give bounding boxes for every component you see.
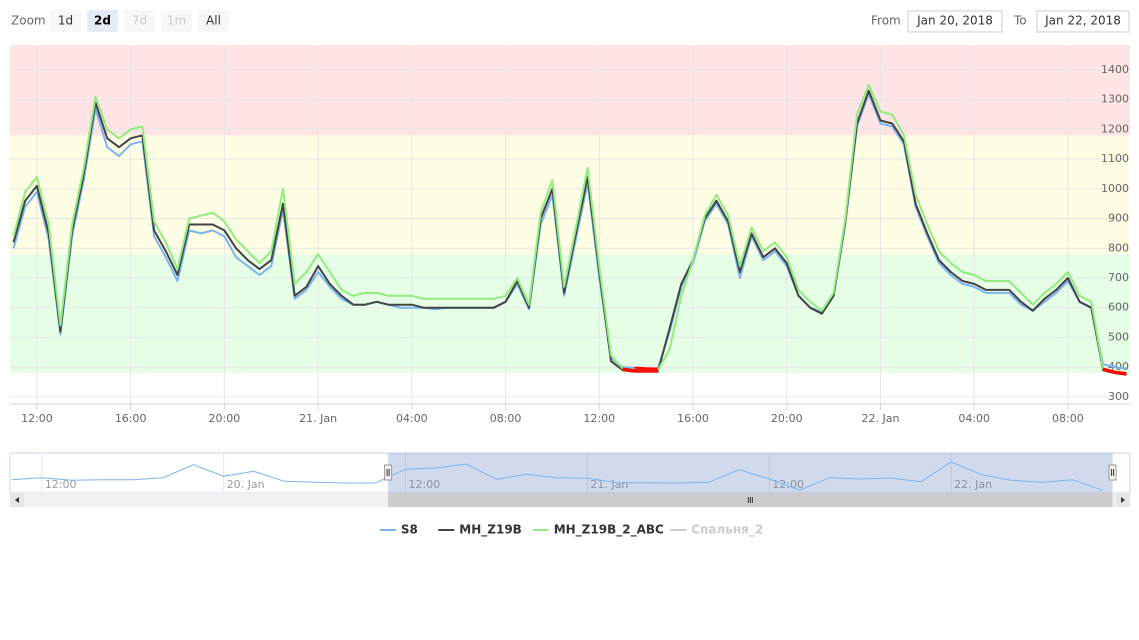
zoom-button-label[interactable]: 1d — [58, 14, 73, 28]
zoom-button-label: 7d — [132, 14, 147, 28]
navigator-handle[interactable] — [1108, 464, 1117, 481]
threshold-segment — [1102, 369, 1127, 376]
y-tick-label: 300 — [1108, 390, 1129, 403]
threshold-segment — [634, 366, 658, 370]
series-line — [12, 83, 1127, 375]
y-tick-label: 500 — [1108, 330, 1129, 343]
y-tick-label: 1400 — [1101, 63, 1129, 76]
x-tick-label: 04:00 — [958, 412, 990, 425]
zoom-label: Zoom — [11, 14, 46, 28]
to-input[interactable] — [1036, 10, 1130, 33]
zoom-button[interactable] — [50, 10, 81, 32]
plot-band — [10, 254, 1130, 374]
navigator-tick-label: 20. Jan — [227, 478, 265, 491]
legend-label[interactable]: MH_Z19B — [459, 523, 522, 538]
x-tick-label: 20:00 — [209, 412, 241, 425]
y-tick-label: 1300 — [1101, 93, 1129, 106]
x-tick-label: 08:00 — [490, 412, 522, 425]
legend-label[interactable]: Спальня_2 — [691, 523, 763, 538]
x-tick-label: 21. Jan — [299, 412, 337, 425]
zoom-button[interactable] — [198, 10, 229, 32]
navigator-handle[interactable] — [384, 464, 393, 481]
scrollbar-arrow — [15, 497, 19, 503]
navigator-frame — [9, 452, 1131, 494]
series-line — [12, 89, 1127, 376]
x-tick-label: 16:00 — [677, 412, 709, 425]
from-date[interactable]: Jan 20, 2018 — [916, 14, 993, 28]
y-tick-label: 1000 — [1101, 182, 1129, 195]
navigator-area — [11, 461, 1103, 491]
to-date[interactable]: Jan 22, 2018 — [1044, 14, 1121, 28]
threshold-segment — [622, 367, 658, 372]
x-tick-label: 20:00 — [771, 412, 803, 425]
zoom-button — [161, 10, 192, 32]
zoom-button-label[interactable]: 2d — [94, 14, 111, 28]
y-tick-label: 1200 — [1101, 122, 1129, 135]
y-tick-label: 700 — [1108, 271, 1129, 284]
x-tick-label: 08:00 — [1052, 412, 1084, 425]
x-tick-label: 16:00 — [115, 412, 147, 425]
navigator-tick-label: 22. Jan — [954, 478, 992, 491]
from-label: From — [871, 14, 901, 28]
threshold-segment — [622, 369, 658, 373]
y-tick-label: 600 — [1108, 301, 1129, 314]
scrollbar-arrow — [1121, 497, 1125, 503]
to-label: To — [1013, 14, 1027, 28]
y-tick-label: 900 — [1108, 212, 1129, 225]
zoom-button — [124, 10, 155, 32]
legend-label[interactable]: MH_Z19B_2_ABC — [554, 523, 664, 538]
from-input[interactable] — [907, 10, 1003, 33]
plot-band — [10, 45, 1130, 136]
x-tick-label: 12:00 — [21, 412, 53, 425]
y-tick-label: 1100 — [1101, 152, 1129, 165]
navigator-tick-label: 12:00 — [772, 478, 804, 491]
navigator-tick-label: 21. Jan — [590, 478, 628, 491]
x-tick-label: 04:00 — [396, 412, 428, 425]
navigator-tick-label: 12:00 — [45, 478, 77, 491]
x-tick-label: 22. Jan — [861, 412, 899, 425]
navigator-tick-label: 12:00 — [409, 478, 441, 491]
legend-label[interactable]: S8 — [401, 523, 418, 537]
zoom-button[interactable] — [87, 10, 118, 32]
x-tick-label: 12:00 — [583, 412, 615, 425]
zoom-button-label[interactable]: All — [206, 14, 221, 28]
zoom-button-label: 1m — [167, 14, 186, 28]
threshold-segment — [1102, 367, 1127, 375]
y-tick-label: 800 — [1108, 241, 1129, 254]
plot-band — [10, 135, 1130, 255]
